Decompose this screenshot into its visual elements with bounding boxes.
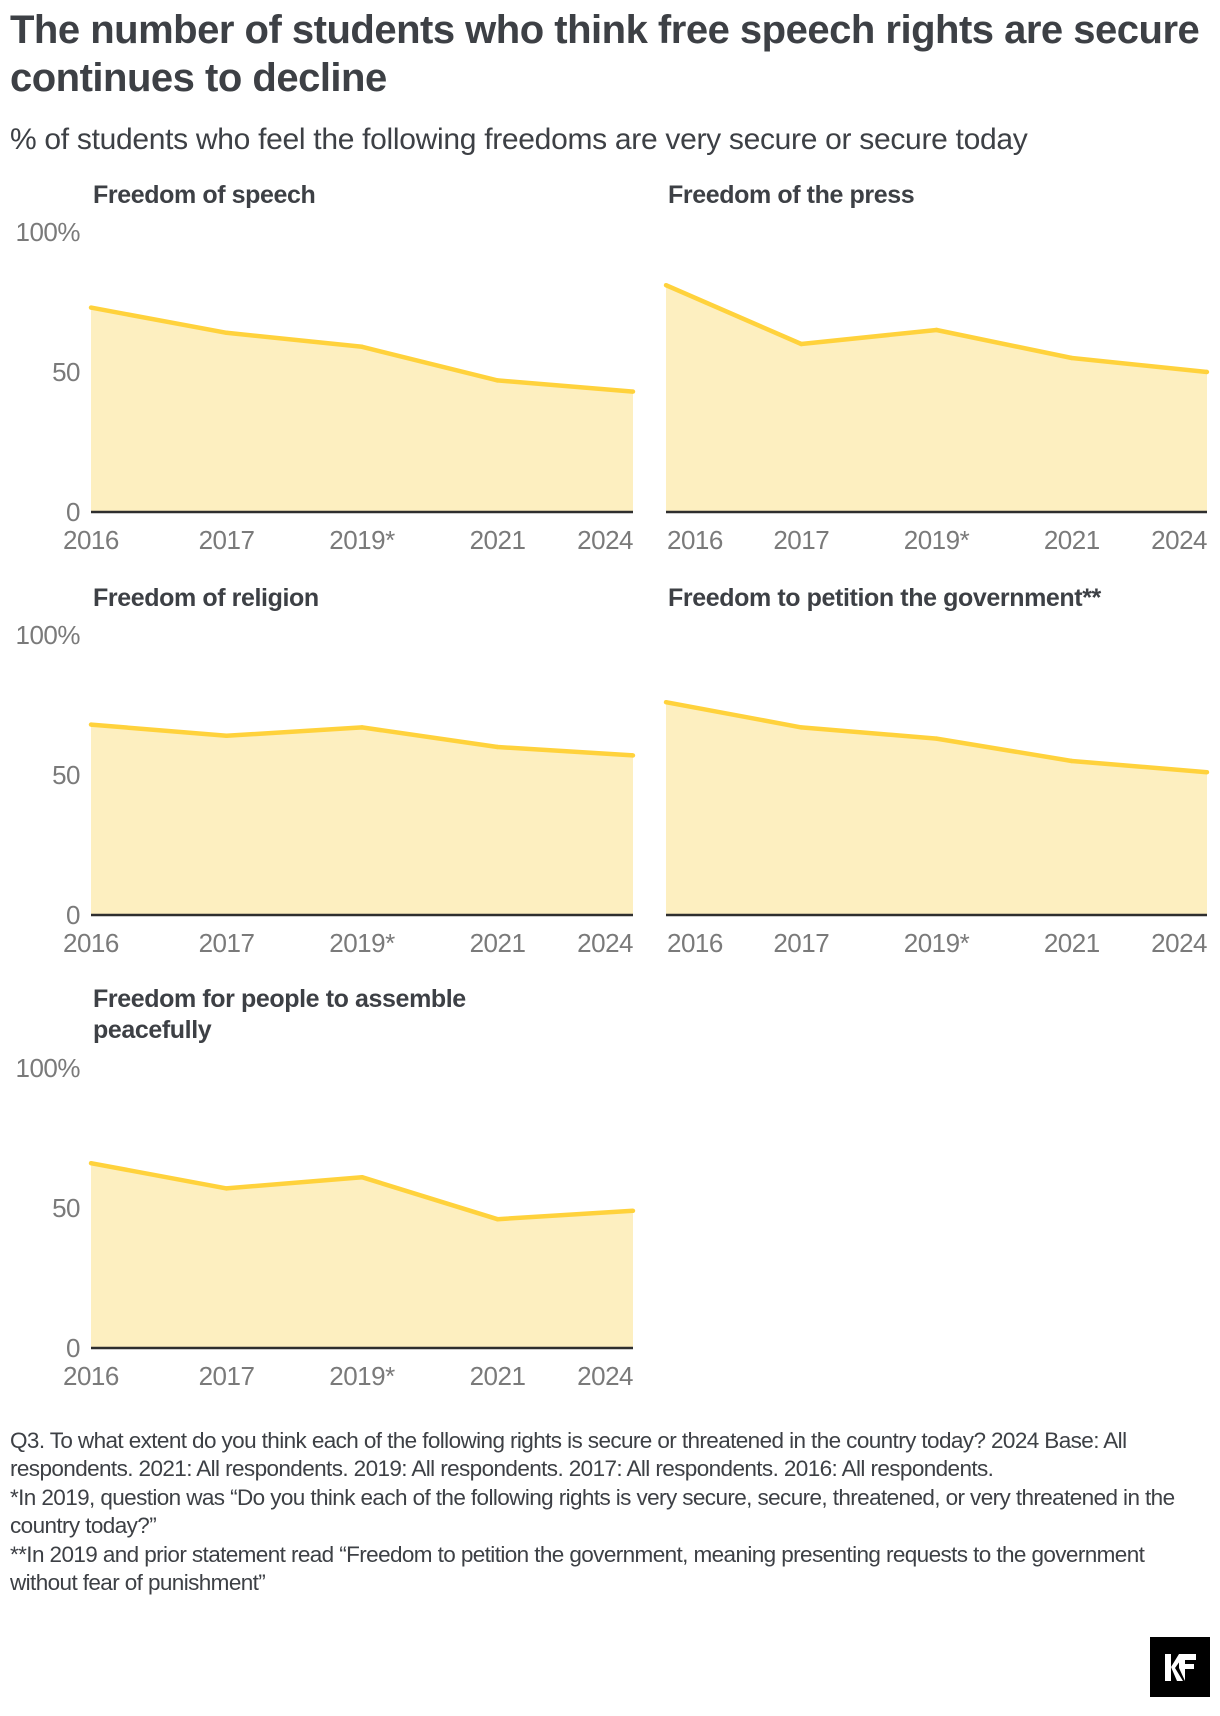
x-tick-label: 2019* xyxy=(329,1361,395,1391)
data-point xyxy=(495,1217,500,1222)
kf-logo xyxy=(1150,1637,1210,1697)
y-tick-label: 0 xyxy=(66,1333,80,1363)
footnotes: Q3. To what extent do you think each of … xyxy=(10,1427,1215,1597)
x-tick-label: 2017 xyxy=(199,525,255,555)
chart-panel: Freedom of the press 2016 2017 2019* 2021 202… xyxy=(663,181,1210,555)
x-tick-label: 2016 xyxy=(63,928,119,958)
x-tick-label: 2016 xyxy=(667,928,723,958)
data-point xyxy=(224,330,229,335)
y-tick-label: 0 xyxy=(66,497,80,527)
x-tick-label: 2019* xyxy=(904,525,970,555)
x-tick-label: 2024 xyxy=(1151,928,1207,958)
data-point xyxy=(88,305,94,310)
data-point xyxy=(1069,355,1074,361)
kf-logo-icon xyxy=(1165,1654,1196,1681)
footnote-question: Q3. To what extent do you think each of … xyxy=(10,1428,1127,1482)
x-tick-label: 2024 xyxy=(577,1361,633,1391)
data-point xyxy=(224,1186,229,1191)
footnote-2019-question: *In 2019, question was “Do you think eac… xyxy=(10,1484,1175,1539)
data-point xyxy=(88,722,94,727)
data-point xyxy=(630,1208,636,1214)
x-tick-label: 2017 xyxy=(199,928,255,958)
data-point xyxy=(630,753,636,758)
panel-title: Freedom of speech xyxy=(93,181,315,209)
data-point xyxy=(224,733,229,738)
data-point xyxy=(359,344,365,349)
chart-panel: Freedom of speech 0 50 100% 2016 2017 2019* 202… xyxy=(16,181,636,555)
data-point xyxy=(663,283,669,288)
area-fill xyxy=(666,702,1207,915)
y-tick-label: 0 xyxy=(66,900,80,930)
y-tick-label: 50 xyxy=(52,760,80,790)
data-point xyxy=(934,736,939,741)
area-fill xyxy=(91,1163,633,1348)
chart-subtitle: % of students who feel the following fre… xyxy=(10,123,1028,156)
panel-title: Freedom to petition the government** xyxy=(668,584,1102,612)
chart-panel: Freedom for people to assemble peacefully… xyxy=(16,985,636,1391)
panel-title: Freedom of religion xyxy=(93,584,319,612)
data-point xyxy=(359,725,365,730)
chart-title: The number of students who think free sp… xyxy=(10,8,1200,100)
x-tick-label: 2021 xyxy=(470,1361,526,1391)
y-tick-label: 100% xyxy=(16,1053,81,1083)
x-tick-label: 2021 xyxy=(1044,928,1100,958)
data-point xyxy=(1204,369,1210,375)
data-point xyxy=(495,378,500,383)
x-tick-label: 2017 xyxy=(773,525,829,555)
x-tick-label: 2016 xyxy=(667,525,723,555)
data-point xyxy=(799,725,804,730)
x-tick-label: 2017 xyxy=(773,928,829,958)
x-tick-label: 2024 xyxy=(577,928,633,958)
panel-title: Freedom for people to assemble xyxy=(93,985,466,1013)
x-tick-label: 2021 xyxy=(1044,525,1100,555)
data-point xyxy=(1069,758,1074,764)
x-tick-label: 2024 xyxy=(1151,525,1207,555)
data-point xyxy=(495,744,500,750)
panel-title: Freedom of the press xyxy=(668,181,914,209)
data-point xyxy=(88,1161,94,1166)
x-tick-label: 2016 xyxy=(63,1361,119,1391)
panel-title: peacefully xyxy=(93,1016,212,1044)
y-tick-label: 50 xyxy=(52,1193,80,1223)
area-fill xyxy=(666,285,1207,512)
chart-panel: Freedom to petition the government** 2016… xyxy=(663,584,1210,958)
data-point xyxy=(1204,770,1210,775)
data-point xyxy=(799,341,804,347)
data-point xyxy=(630,389,636,394)
chart-panel: Freedom of religion 0 50 100% 2016 2017 2019* 2… xyxy=(16,584,636,958)
y-tick-label: 100% xyxy=(16,620,81,650)
x-tick-label: 2019* xyxy=(329,928,395,958)
area-fill xyxy=(91,724,633,915)
x-tick-label: 2024 xyxy=(577,525,633,555)
x-tick-label: 2016 xyxy=(63,525,119,555)
data-point xyxy=(359,1175,365,1180)
x-tick-label: 2019* xyxy=(904,928,970,958)
data-point xyxy=(663,700,669,705)
x-tick-label: 2017 xyxy=(199,1361,255,1391)
x-tick-label: 2021 xyxy=(470,525,526,555)
x-tick-label: 2021 xyxy=(470,928,526,958)
area-fill xyxy=(91,307,633,512)
small-multiples-charts: Freedom of speech 0 50 100% 2016 2017 2019* 202… xyxy=(16,181,1210,1391)
x-tick-label: 2019* xyxy=(329,525,395,555)
y-tick-label: 50 xyxy=(52,357,80,387)
data-point xyxy=(934,327,939,333)
y-tick-label: 100% xyxy=(16,217,81,247)
footnote-petition-statement: **In 2019 and prior statement read “Free… xyxy=(10,1541,1145,1596)
